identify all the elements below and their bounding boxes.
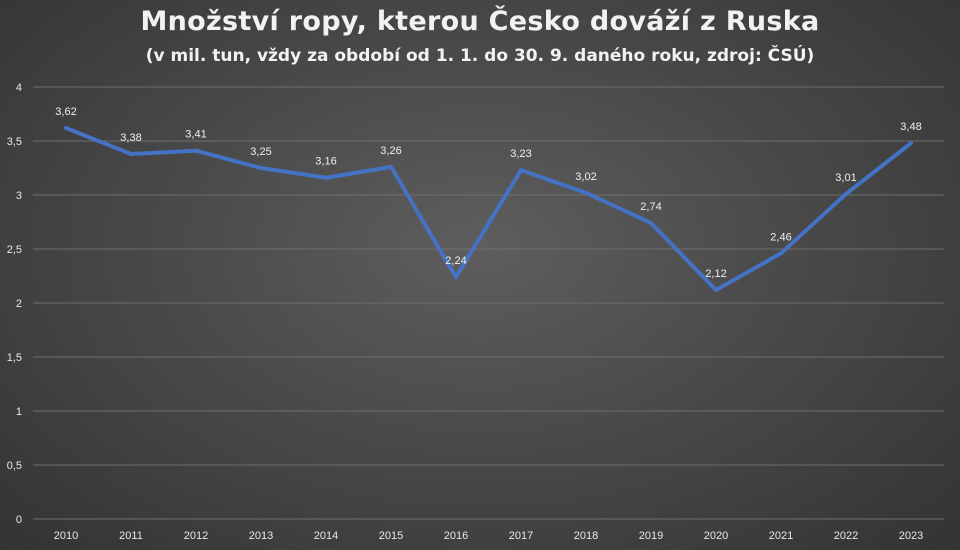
y-tick-label: 3 xyxy=(16,190,22,202)
x-tick-label: 2017 xyxy=(509,530,533,542)
data-label: 2,24 xyxy=(445,255,466,267)
y-tick-label: 4 xyxy=(16,82,22,94)
x-tick-label: 2022 xyxy=(834,530,858,542)
data-label: 2,46 xyxy=(770,231,791,243)
data-label: 3,62 xyxy=(55,106,76,118)
x-tick-label: 2016 xyxy=(444,530,468,542)
data-point xyxy=(259,166,263,170)
data-label: 3,41 xyxy=(185,129,206,141)
y-tick-label: 0,5 xyxy=(7,460,22,472)
data-point xyxy=(714,288,718,293)
data-point xyxy=(844,191,848,196)
data-point xyxy=(324,175,328,180)
x-tick-label: 2015 xyxy=(379,530,403,542)
y-tick-label: 2 xyxy=(16,298,22,310)
x-tick-label: 2018 xyxy=(574,530,598,542)
y-tick-label: 2,5 xyxy=(7,244,22,256)
x-tick-label: 2019 xyxy=(639,530,663,542)
data-point xyxy=(194,148,198,153)
data-point xyxy=(779,251,783,256)
data-label: 3,01 xyxy=(835,172,856,184)
data-label: 2,12 xyxy=(705,268,726,280)
data-point xyxy=(649,221,653,226)
y-axis-ticks: 0 0,5 1 1,5 2 2,5 3 3,5 4 xyxy=(7,82,22,526)
data-point xyxy=(454,275,458,280)
data-label: 3,23 xyxy=(510,148,531,160)
data-label: 3,16 xyxy=(315,156,336,168)
x-tick-label: 2010 xyxy=(54,530,78,542)
chart-subtitle: (v mil. tun, vždy za období od 1. 1. do … xyxy=(145,46,815,66)
x-tick-label: 2011 xyxy=(119,530,143,542)
data-label: 3,02 xyxy=(575,171,596,183)
data-labels: 3,62 3,38 3,41 3,25 3,16 3,26 2,24 3,23 3,02 2,74… xyxy=(55,106,921,280)
chart-title: Množství ropy, kterou Česko dováží z Rus… xyxy=(140,6,820,37)
data-label: 2,74 xyxy=(640,201,661,213)
x-tick-label: 2021 xyxy=(769,530,793,542)
y-tick-label: 1 xyxy=(16,406,22,418)
data-point xyxy=(909,141,913,146)
data-label: 3,26 xyxy=(380,145,401,157)
data-label: 3,38 xyxy=(120,132,141,144)
data-point xyxy=(584,190,588,195)
data-point xyxy=(389,164,393,169)
x-tick-label: 2014 xyxy=(314,530,338,542)
x-tick-label: 2013 xyxy=(249,530,273,542)
data-label: 3,25 xyxy=(250,146,271,158)
x-axis-ticks: 2010 2011 2012 2013 2014 2015 2016 2017 2018 2019… xyxy=(54,530,923,542)
data-point xyxy=(64,126,68,131)
data-point xyxy=(129,151,133,156)
y-tick-label: 1,5 xyxy=(7,352,22,364)
x-tick-label: 2012 xyxy=(184,530,208,542)
data-label: 3,48 xyxy=(900,121,921,133)
x-tick-label: 2023 xyxy=(899,530,923,542)
y-tick-label: 0 xyxy=(16,514,22,526)
data-point xyxy=(519,168,523,173)
gridlines xyxy=(33,86,944,520)
series-layer xyxy=(64,126,913,293)
series-line xyxy=(64,126,913,293)
y-tick-label: 3,5 xyxy=(7,136,22,148)
x-tick-label: 2020 xyxy=(704,530,728,542)
